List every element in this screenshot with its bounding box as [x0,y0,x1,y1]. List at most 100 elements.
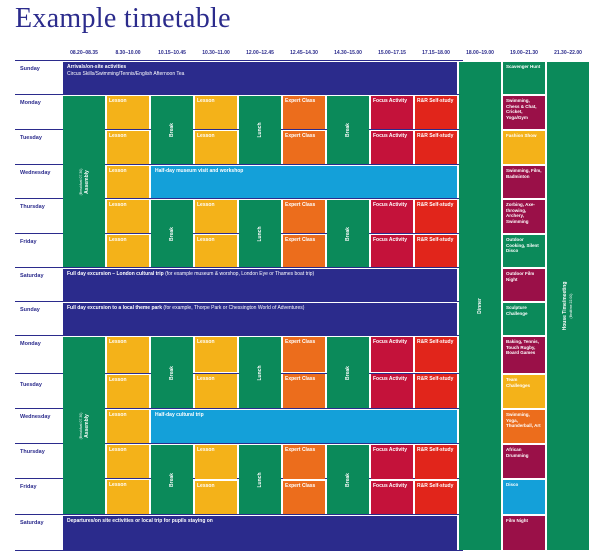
day-label: Monday [20,341,41,347]
lesson-cell: Lesson [195,445,237,479]
expert-class-cell: Expert Class [283,96,325,129]
focus-activity-cell-text: Focus Activity [373,202,407,208]
break-block: Break [327,337,369,408]
focus-activity-cell: Focus Activity [371,373,413,408]
lesson-cell: Lesson [107,375,149,408]
day-label: Saturday [20,520,44,526]
time-header: 12.45–14.30 [290,50,318,56]
expert-class-cell: Expert Class [283,131,325,164]
break-block: Break [327,200,369,267]
rr-selfstudy-cell: R&R Self-study [415,234,457,267]
time-header: 10.15–10.45 [158,50,186,56]
dinner-block-text: Dinner [477,298,483,314]
lunch-block-text: Lunch [257,472,263,487]
excursion-block: Full day excursion – London cultural tri… [63,269,457,301]
assembly-block-text: Assembly [84,413,90,438]
excursion-title: Full day excursion – London cultural tri… [67,271,164,277]
expert-class-cell-text: Expert Class [285,375,316,382]
focus-activity-cell: Focus Activity [371,337,413,372]
excursion-title: Arrivals/on-site activities [67,64,127,70]
day-label: Tuesday [20,135,42,141]
lesson-cell: Lesson [107,337,149,373]
lesson-cell: Lesson [107,235,149,267]
lesson-cell-text: Lesson [109,133,127,139]
break-block: Break [327,445,369,514]
lesson-cell-text: Lesson [109,168,127,174]
halfday-text: Half-day museum visit and workshop [155,168,244,174]
row-divider [15,443,463,444]
expert-class-cell: Expert Class [283,234,325,267]
rr-selfstudy-cell-text: R&R Self-study [417,98,454,104]
expert-class-cell-text: Expert Class [285,482,316,489]
lesson-cell-text: Lesson [109,98,127,104]
row-divider [15,267,463,268]
assembly-block: (Breakfast 07.30) Assembly [63,96,105,267]
rr-selfstudy-cell: R&R Self-study [415,445,457,479]
lesson-cell-text: Lesson [197,133,215,139]
lunch-block-label: Lunch [257,365,263,380]
time-header: 19.00–21.30 [510,50,538,56]
evening-activity: Scavenger Hunt [503,62,545,94]
day-label: Sunday [20,307,40,313]
lunch-block-label: Lunch [257,472,263,487]
lunch-block: Lunch [239,337,281,408]
lesson-cell: Lesson [195,234,237,267]
row-divider [15,60,463,61]
expert-class-cell: Expert Class [283,200,325,233]
time-header: 17.15–18.00 [422,50,450,56]
day-label: Monday [20,100,41,106]
row-divider [15,301,463,302]
break-block: Break [151,445,193,514]
break-block-text: Break [345,123,351,137]
time-header: 8.30–10.00 [115,50,141,56]
assembly-block-label: (Breakfast 07.30) Assembly [78,412,90,439]
lunch-block-label: Lunch [257,226,263,241]
focus-activity-cell-text: Focus Activity [373,339,407,345]
lesson-cell: Lesson [107,131,149,164]
focus-activity-cell: Focus Activity [371,131,413,164]
rr-selfstudy-cell-text: R&R Self-study [417,236,454,243]
lesson-cell: Lesson [107,445,149,478]
break-block-label: Break [345,227,351,241]
row-divider [15,335,463,336]
break-block: Break [151,337,193,408]
evening-activity: Outdoor Cooking, Silent Disco [503,235,545,267]
lesson-cell-text: Lesson [197,447,215,453]
row-divider [15,408,463,409]
excursion-title: Full day excursion to a local theme park [67,305,163,311]
lesson-cell: Lesson [107,480,149,514]
break-block-label: Break [169,366,175,380]
break-block-label: Break [169,473,175,487]
assembly-block: (Breakfast 07.30) Assembly [63,337,105,514]
break-block: Break [151,96,193,164]
expert-class-cell: Expert Class [283,373,325,408]
lesson-cell-text: Lesson [197,202,215,208]
day-label: Saturday [20,273,44,279]
expert-class-cell-text: Expert Class [285,339,316,345]
break-block-label: Break [345,473,351,487]
focus-activity-cell-text: Focus Activity [373,482,407,489]
expert-class-cell-text: Expert Class [285,202,316,208]
expert-class-cell-text: Expert Class [285,236,316,243]
assembly-block-text: Assembly [84,169,90,194]
rr-selfstudy-cell-text: R&R Self-study [417,375,454,382]
evening-activity: Swimming, Yoga, Thunderball, Art [503,410,545,443]
excursion-block: Full day excursion to a local theme park… [63,303,457,335]
lesson-cell: Lesson [195,131,237,164]
dinner-block: Dinner [459,62,501,550]
lunch-block: Lunch [239,96,281,164]
evening-activity: Film Night [503,516,545,550]
expert-class-cell: Expert Class [283,337,325,372]
lunch-block-text: Lunch [257,226,263,241]
evening-activity: Fashion Show [503,131,545,164]
excursion-block: Arrivals/on-site activities Circus Skills… [63,62,457,94]
lesson-cell: Lesson [195,200,237,233]
rr-selfstudy-cell-text: R&R Self-study [417,133,454,139]
focus-activity-cell-text: Focus Activity [373,98,407,104]
rr-selfstudy-cell: R&R Self-study [415,480,457,514]
excursion-detail: (for example, Thorpe Park or Chessington… [162,305,305,311]
row-divider [15,164,463,165]
break-block-text: Break [169,365,175,380]
break-block-label: Break [169,123,175,137]
rr-selfstudy-cell: R&R Self-study [415,131,457,164]
